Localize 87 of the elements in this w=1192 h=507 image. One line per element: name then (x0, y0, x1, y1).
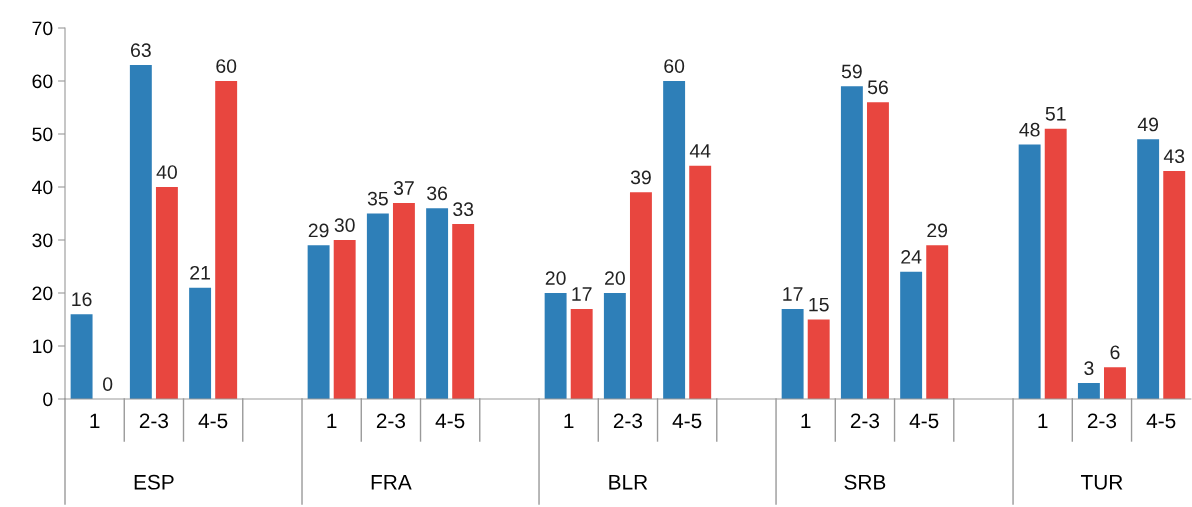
bar (866, 102, 889, 399)
bar (452, 224, 475, 399)
bar (392, 202, 415, 399)
bar (840, 86, 863, 399)
data-label: 29 (927, 223, 948, 238)
data-label: 35 (367, 191, 388, 206)
data-label: 56 (867, 80, 888, 95)
x-tick-label: 4-5 (672, 413, 702, 429)
data-label: 44 (689, 144, 711, 158)
bar (689, 165, 712, 399)
x-tick-label: 1 (1038, 413, 1048, 428)
bar (544, 293, 567, 399)
y-tick-label: 30 (32, 233, 53, 248)
y-tick-label: 60 (32, 74, 53, 89)
data-label: 43 (1163, 149, 1185, 164)
data-label: 20 (545, 271, 566, 285)
text: SRB (844, 474, 886, 490)
y-tick-label: 50 (32, 127, 53, 142)
text: ESP (134, 474, 174, 490)
bar (807, 319, 830, 399)
data-label: 17 (783, 287, 803, 301)
bar (781, 308, 804, 399)
data-label: 39 (630, 170, 651, 185)
x-tick-label: 1 (90, 413, 100, 428)
data-label: 17 (572, 287, 592, 301)
x-tick-label: 4-5 (1146, 413, 1176, 429)
data-label: 60 (216, 59, 237, 73)
bar (215, 81, 238, 399)
bar (900, 271, 923, 399)
y-tick-label: 40 (32, 180, 53, 195)
bar (333, 240, 356, 399)
data-label: 29 (308, 223, 329, 238)
bar (189, 287, 212, 399)
bar (1137, 139, 1160, 399)
bar (1163, 171, 1186, 399)
data-label: 49 (1137, 117, 1159, 132)
text: BLR (609, 475, 648, 490)
bar (926, 245, 949, 399)
text: TUR (1080, 475, 1123, 490)
bar (1104, 367, 1126, 399)
data-label: 36 (427, 186, 448, 201)
bar (1077, 383, 1100, 399)
bar (1018, 144, 1041, 399)
data-label: 40 (156, 165, 177, 179)
data-label: 24 (901, 250, 922, 264)
x-tick-label: 2-3 (1087, 413, 1117, 429)
y-tick-label: 0 (43, 392, 53, 407)
data-label: 3 (1084, 361, 1094, 376)
data-label: 63 (131, 43, 151, 58)
x-tick-label: 4-5 (435, 413, 465, 429)
x-tick-label: 1 (564, 413, 574, 428)
data-label: 60 (664, 59, 685, 73)
text: FRA (371, 475, 412, 490)
bar (366, 213, 389, 399)
y-tick-label: 70 (32, 21, 53, 36)
x-tick-label: 2-3 (850, 413, 880, 429)
data-label: 30 (334, 218, 355, 232)
x-tick-label: 2-3 (376, 413, 406, 429)
bar (307, 245, 330, 399)
data-label: 33 (453, 202, 474, 217)
bar (570, 308, 593, 399)
x-tick-label: 1 (327, 413, 337, 428)
data-label: 6 (1110, 345, 1120, 360)
data-label: 37 (393, 181, 414, 195)
bar (70, 314, 93, 399)
data-label: 51 (1045, 107, 1066, 121)
bar (663, 81, 686, 399)
bar (603, 293, 626, 399)
data-label: 20 (605, 271, 625, 285)
x-tick-label: 4-5 (198, 413, 228, 429)
bar (629, 192, 652, 399)
data-label: 16 (72, 292, 92, 307)
bar (1044, 128, 1067, 399)
bar (426, 208, 449, 399)
y-tick-label: 20 (32, 286, 53, 301)
data-label: 59 (841, 64, 862, 79)
data-label: 0 (103, 377, 113, 391)
y-tick-label: 10 (33, 339, 53, 354)
x-tick-label: 1 (801, 413, 811, 428)
data-label: 48 (1019, 122, 1040, 137)
x-tick-label: 4-5 (909, 413, 939, 429)
bar (129, 65, 152, 399)
bar (155, 187, 178, 399)
x-tick-label: 2-3 (139, 413, 169, 429)
data-label: 21 (190, 265, 210, 280)
data-label: 15 (809, 297, 829, 312)
x-tick-label: 2-3 (613, 413, 643, 429)
